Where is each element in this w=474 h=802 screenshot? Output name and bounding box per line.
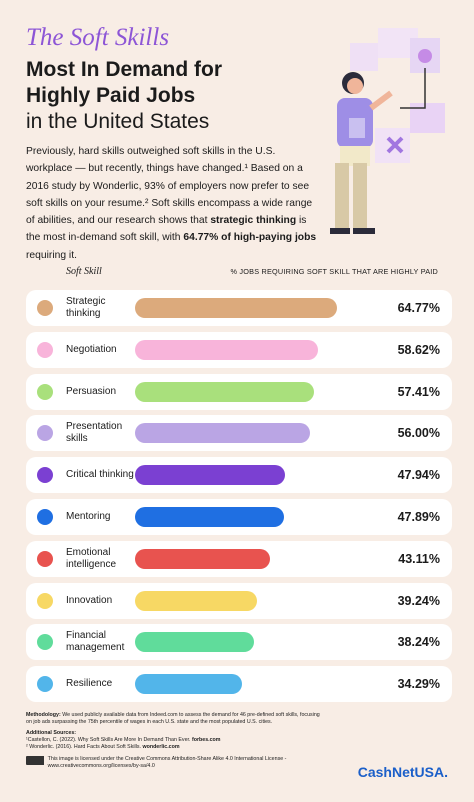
- bar: [135, 465, 285, 486]
- icon: [37, 550, 53, 567]
- icon: [37, 300, 53, 316]
- icon-shape: [37, 634, 53, 651]
- category-label: Mentoring: [66, 511, 111, 522]
- text: is the most in-demand soft skill, with: [26, 215, 307, 244]
- value-label: 38.24%: [397, 635, 440, 650]
- icon: [37, 592, 53, 609]
- row: Critical thinking 47.94%: [26, 457, 452, 494]
- row: Resilience 34.29%: [26, 666, 452, 703]
- value-label: 56.00%: [397, 426, 440, 441]
- bar: [135, 548, 270, 569]
- intro-text: Previously, hard skills outweighed soft …: [26, 143, 318, 264]
- category-label: Negotiation: [66, 343, 117, 355]
- bar: [135, 423, 310, 444]
- row: Negotiation 58.62%: [26, 331, 452, 368]
- text: Methodology:: [26, 712, 61, 718]
- icon-shape: [37, 550, 53, 567]
- value-label: 47.94%: [397, 468, 440, 483]
- row: Persuasion 57.41%: [26, 373, 452, 410]
- script-title: The Soft Skills: [26, 24, 170, 51]
- value-label: 47.89%: [397, 510, 440, 524]
- column-header: Soft Skill: [66, 266, 102, 277]
- text: Previously, hard skills outweighed soft …: [26, 146, 313, 227]
- icon-shape: [37, 467, 53, 484]
- methodology: Methodology: We used publicly available …: [26, 712, 326, 726]
- icon-shape: [37, 341, 53, 358]
- category-label: Critical thinking: [66, 469, 134, 481]
- text: strategic thinking: [210, 215, 297, 227]
- category-label: Strategic thinking: [66, 296, 106, 319]
- value-label: 57.41%: [397, 384, 440, 399]
- icon: [37, 341, 53, 358]
- title: Most In Demand for: [26, 58, 223, 81]
- row: Strategic thinking 64.77%: [26, 290, 452, 326]
- bar: [135, 674, 242, 695]
- icon: [37, 509, 53, 525]
- row: Emotional intelligence 43.11%: [26, 540, 452, 577]
- text: requiring it.: [26, 249, 77, 261]
- bar: [135, 298, 338, 318]
- bar: [135, 339, 318, 360]
- bar: [135, 507, 285, 527]
- icon: [37, 676, 53, 693]
- icon-shape: [37, 383, 53, 400]
- license: This image is licensed under the Creativ…: [26, 756, 326, 770]
- icon: [37, 467, 53, 484]
- icon-shape: [37, 300, 53, 316]
- value-label: 64.77%: [397, 301, 440, 315]
- row: Financial management 38.24%: [26, 624, 452, 661]
- bar: [135, 632, 255, 653]
- text: 64.77% of high-paying jobs: [183, 232, 317, 244]
- category-label: Emotional intelligence: [66, 546, 117, 570]
- text: This image is licensed under the Creativ…: [47, 756, 287, 769]
- value-label: 43.11%: [398, 551, 440, 566]
- icon-shape: [37, 509, 53, 525]
- icon: [37, 383, 53, 400]
- icon-shape: [37, 425, 53, 442]
- text: Additional Sources:: [26, 730, 77, 736]
- icon-shape: [37, 676, 53, 693]
- category-label: Innovation: [66, 594, 113, 606]
- category-label: Financial management: [66, 630, 125, 654]
- column-header: % JOBS REQUIRING SOFT SKILL THAT ARE HIG…: [230, 267, 438, 276]
- icon: [37, 425, 53, 442]
- bar: [135, 381, 315, 402]
- text: ¹Castellon, C. (2022). Why Soft Skills A…: [26, 737, 192, 743]
- title: Highly Paid Jobs: [26, 84, 196, 107]
- value-label: 58.62%: [397, 342, 440, 357]
- category-label: Resilience: [66, 678, 113, 690]
- bar: [135, 590, 258, 611]
- row: Mentoring 47.89%: [26, 499, 452, 535]
- category-label: Presentation skills: [66, 421, 123, 445]
- row: Innovation 39.24%: [26, 582, 452, 619]
- text: We used publicly available data from Ind…: [26, 712, 320, 725]
- sources: Additional Sources: ¹Castellon, C. (2022…: [26, 730, 326, 751]
- illustration: [330, 28, 445, 234]
- value-label: 34.29%: [397, 677, 440, 692]
- cc-badge: [26, 756, 44, 765]
- footer: Methodology: We used publicly available …: [26, 712, 326, 770]
- value-label: 39.24%: [397, 593, 440, 608]
- text: wonderlic.com: [142, 744, 180, 750]
- subtitle: in the United States: [26, 110, 210, 133]
- logo: CashNetUSA.: [357, 764, 448, 780]
- row: Presentation skills 56.00%: [26, 415, 452, 452]
- text: forbes.com: [191, 737, 221, 743]
- category-label: Persuasion: [66, 385, 117, 397]
- text: ² Wonderlic. (2016). Hard Facts About So…: [26, 744, 143, 750]
- icon: [37, 634, 53, 651]
- icon-shape: [37, 592, 53, 609]
